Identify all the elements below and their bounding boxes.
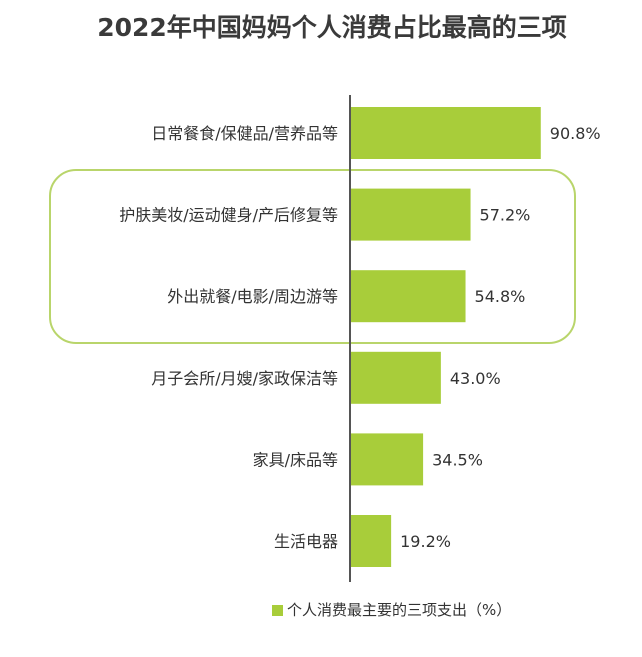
- category-label: 月子会所/月嫂/家政保洁等: [151, 369, 338, 388]
- bar: [351, 351, 441, 404]
- category-label: 家具/床品等: [253, 450, 338, 469]
- legend-label: 个人消费最主要的三项支出（%）: [287, 601, 511, 619]
- value-label: 90.8%: [550, 124, 601, 143]
- bar: [351, 515, 392, 567]
- bar: [351, 107, 541, 159]
- value-label: 57.2%: [480, 206, 531, 225]
- highlight-box: [49, 169, 576, 344]
- bar: [351, 188, 471, 241]
- category-label: 生活电器: [274, 532, 338, 551]
- chart-title: 2022年中国妈妈个人消费占比最高的三项: [97, 13, 567, 42]
- value-label: 34.5%: [432, 450, 483, 469]
- bar: [351, 270, 466, 323]
- value-label: 19.2%: [400, 532, 451, 551]
- bar: [351, 433, 424, 486]
- value-label: 43.0%: [450, 369, 501, 388]
- category-label: 护肤美妆/运动健身/产后修复等: [119, 206, 338, 225]
- category-label: 日常餐食/保健品/营养品等: [151, 124, 338, 143]
- category-label: 外出就餐/电影/周边游等: [167, 287, 338, 306]
- value-label: 54.8%: [475, 287, 526, 306]
- bars-group: 日常餐食/保健品/营养品等 90.8% 护肤美妆/运动健身/产后修复等 57.2% 外出…: [119, 107, 601, 567]
- legend-swatch: [272, 605, 283, 616]
- legend: 个人消费最主要的三项支出（%）: [272, 601, 511, 619]
